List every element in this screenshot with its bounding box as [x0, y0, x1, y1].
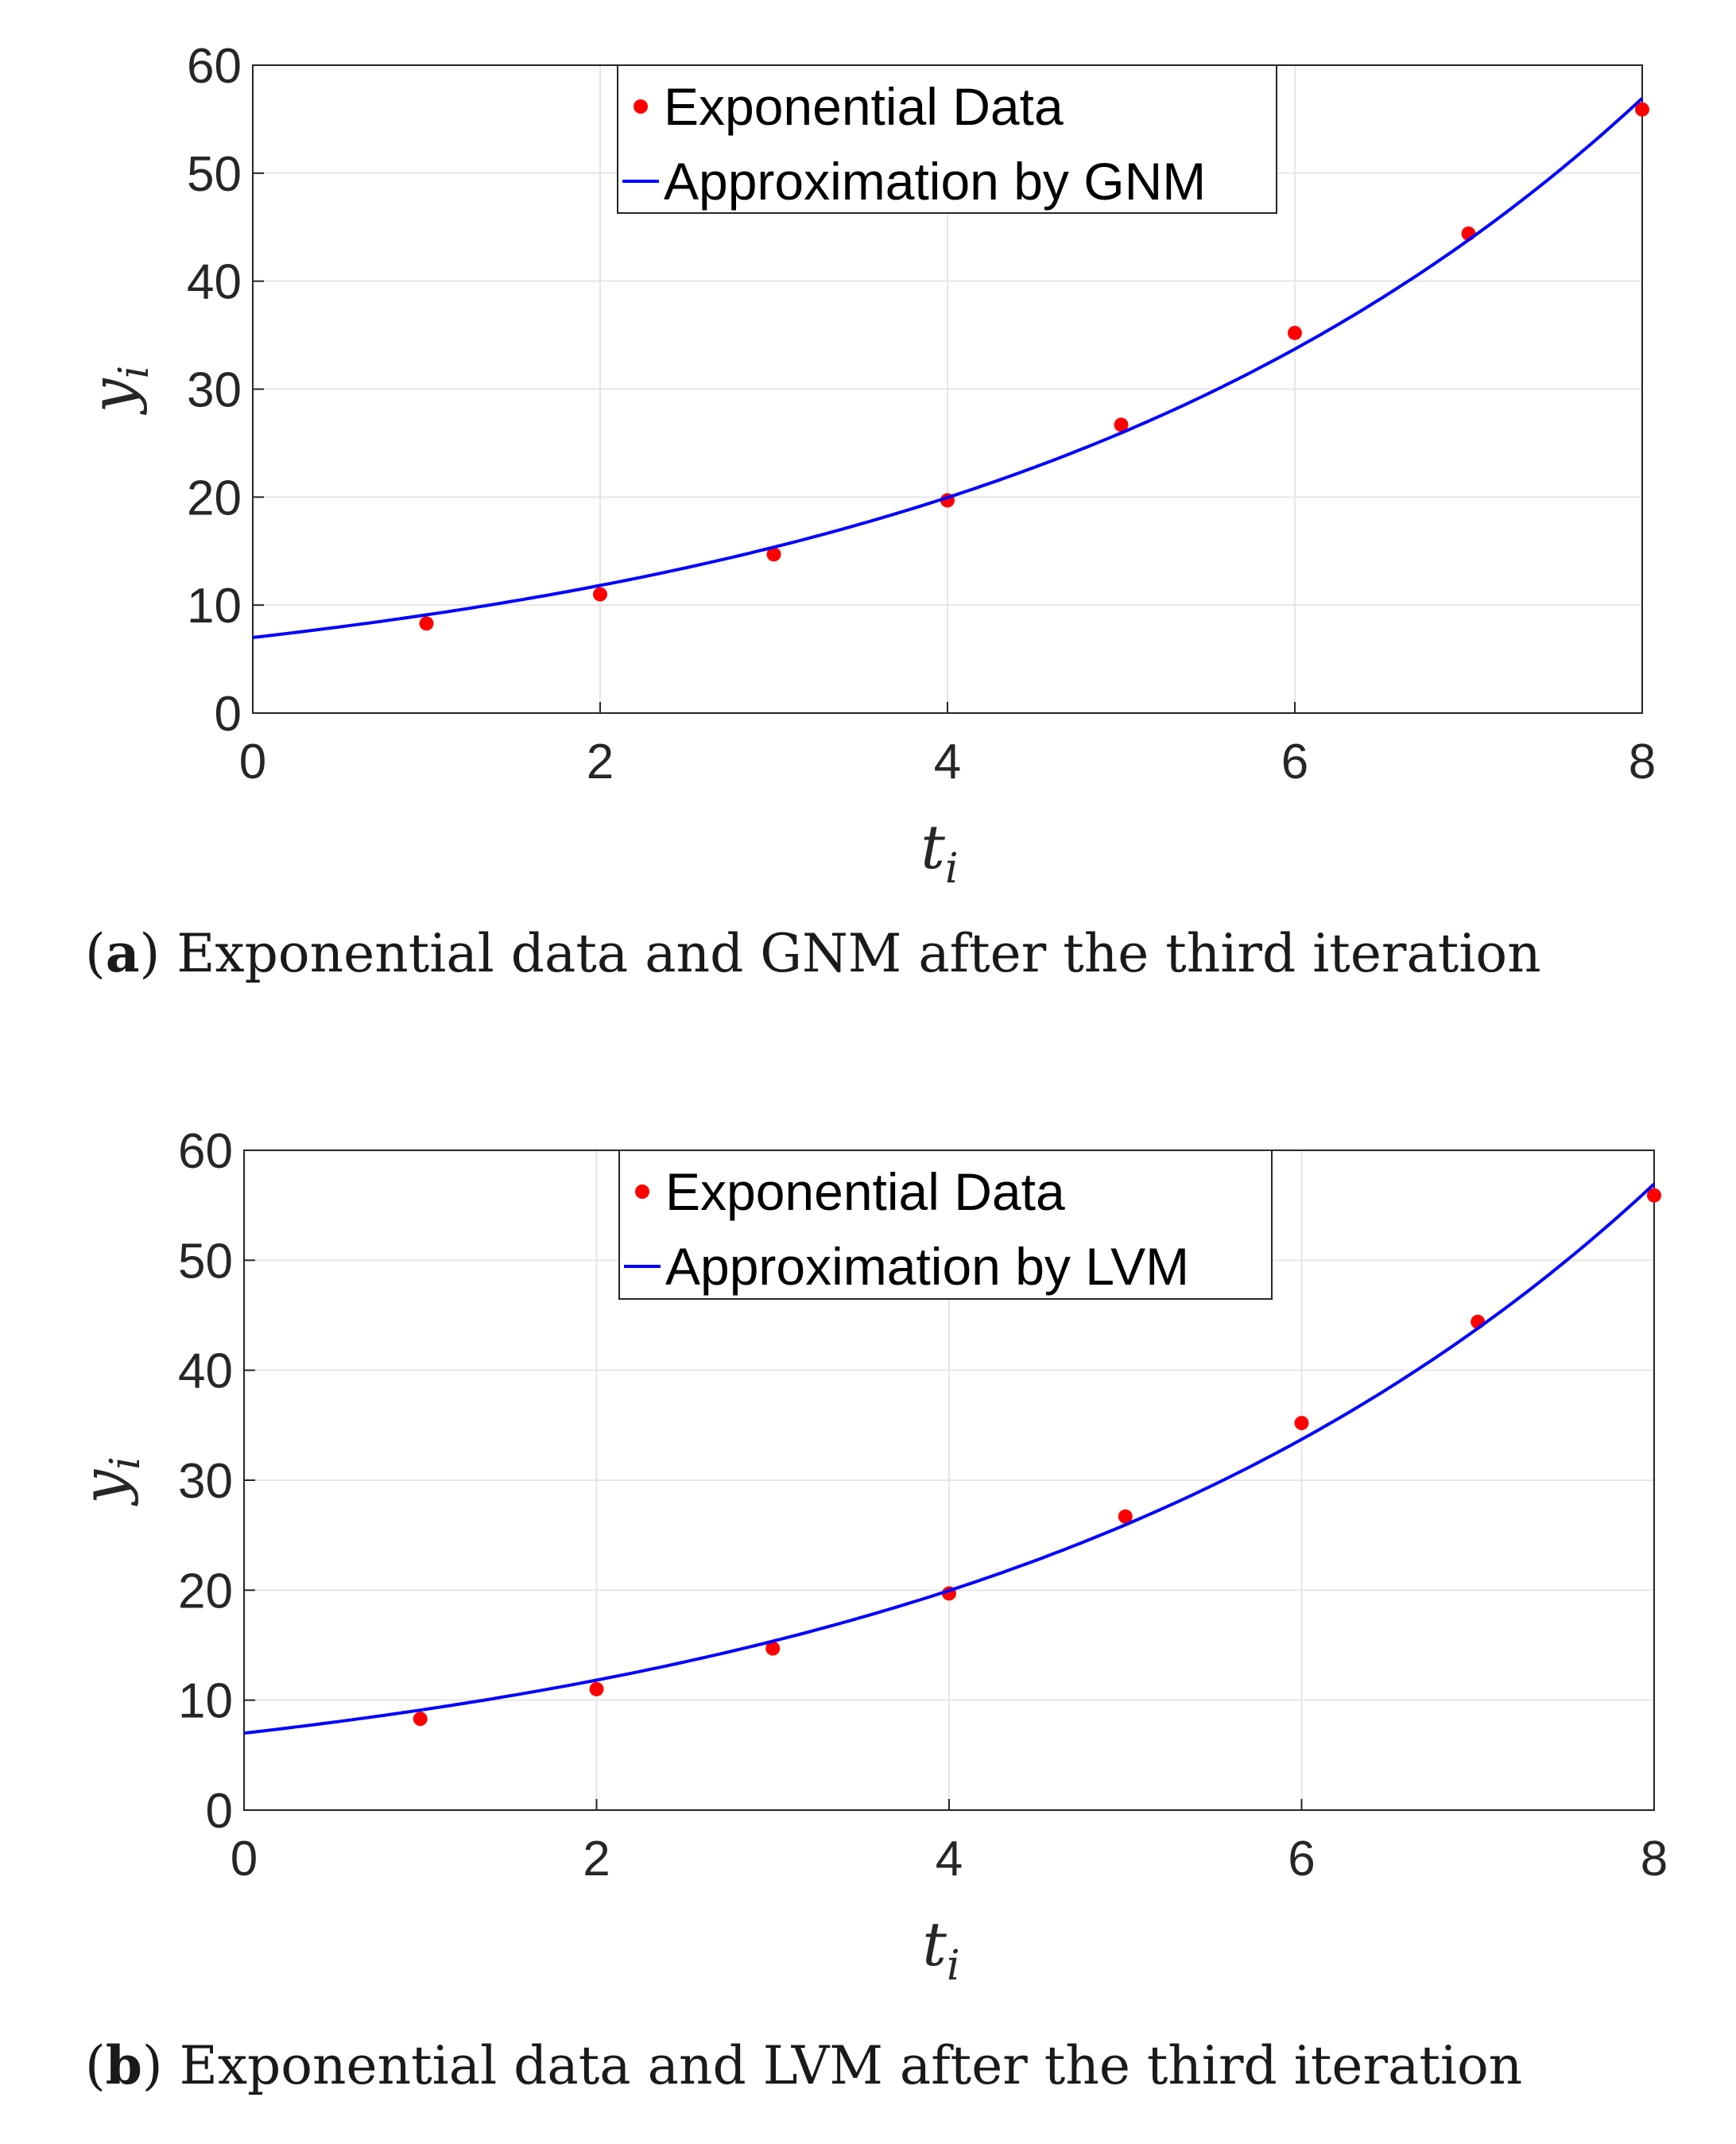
- legend: Exponential Data Approximation by GNM: [617, 64, 1277, 214]
- data-point: [1635, 102, 1649, 117]
- y-tick-label: 0: [206, 1784, 233, 1839]
- data-point: [593, 587, 607, 602]
- figure-caption: (a) Exponential data and GNM after the t…: [85, 922, 1541, 984]
- y-tick-label: 40: [187, 255, 242, 310]
- data-point: [1118, 1509, 1133, 1524]
- y-tick-label: 60: [178, 1124, 233, 1179]
- legend-entry: Approximation by LVM: [665, 1237, 1189, 1296]
- x-tick-label: 6: [1288, 1832, 1315, 1886]
- y-axis-label: yi: [77, 366, 158, 416]
- x-tick-label: 8: [1641, 1832, 1668, 1886]
- x-axis-label: ti: [920, 812, 958, 893]
- data-point: [1647, 1188, 1661, 1203]
- x-tick-label: 8: [1629, 735, 1656, 789]
- data-point: [766, 547, 781, 562]
- legend-entry: Exponential Data: [664, 77, 1064, 136]
- data-point: [419, 616, 434, 631]
- data-point: [1114, 417, 1129, 432]
- x-axis-label: ti: [922, 1909, 959, 1990]
- y-tick-label: 0: [215, 687, 242, 742]
- legend-entry: Exponential Data: [665, 1162, 1065, 1221]
- legend-marker-swatch: [635, 1184, 649, 1199]
- x-tick-label: 2: [583, 1832, 610, 1886]
- x-tick-label: 0: [231, 1832, 258, 1886]
- x-tick-label: 6: [1281, 735, 1308, 789]
- y-tick-label: 50: [178, 1234, 233, 1289]
- y-tick-label: 10: [178, 1674, 233, 1729]
- y-tick-label: 30: [178, 1454, 233, 1509]
- y-axis-label: yi: [68, 1456, 149, 1506]
- legend-marker-swatch: [634, 99, 648, 114]
- data-point: [765, 1641, 781, 1656]
- chart-panel-b: 0 2 4 6 8 0 10 20 30 40 50 60 ti yi Exponential Data Ap…: [68, 1124, 1668, 2096]
- approximation-curve: [243, 1182, 1656, 1735]
- legend-entry: Approximation by GNM: [664, 152, 1206, 211]
- y-tick-label: 50: [187, 147, 242, 202]
- y-tick-label: 10: [187, 579, 242, 634]
- chart-panel-a: 0 2 4 6 8 0 10 20 30 40 50 60 ti yi Exponential Data Ap…: [77, 39, 1656, 984]
- y-tick-label: 20: [178, 1564, 233, 1619]
- y-tick-label: 60: [187, 39, 242, 94]
- x-tick-label: 4: [936, 1832, 963, 1886]
- y-tick-label: 20: [187, 471, 242, 525]
- x-tick-label: 0: [239, 735, 266, 789]
- data-point: [413, 1712, 428, 1727]
- approximation-curve: [252, 97, 1644, 639]
- legend: Exponential Data Approximation by LVM: [618, 1150, 1273, 1300]
- x-tick-label: 4: [934, 735, 961, 789]
- data-point: [589, 1681, 604, 1696]
- x-tick-label: 2: [587, 735, 614, 789]
- y-tick-label: 40: [178, 1344, 233, 1399]
- data-point: [1294, 1416, 1309, 1431]
- figure-caption: (b) Exponential data and LVM after the t…: [85, 2034, 1522, 2096]
- y-tick-label: 30: [187, 363, 242, 418]
- legend-box: [617, 64, 1277, 214]
- legend-box: [618, 1150, 1273, 1300]
- data-point: [1288, 325, 1302, 340]
